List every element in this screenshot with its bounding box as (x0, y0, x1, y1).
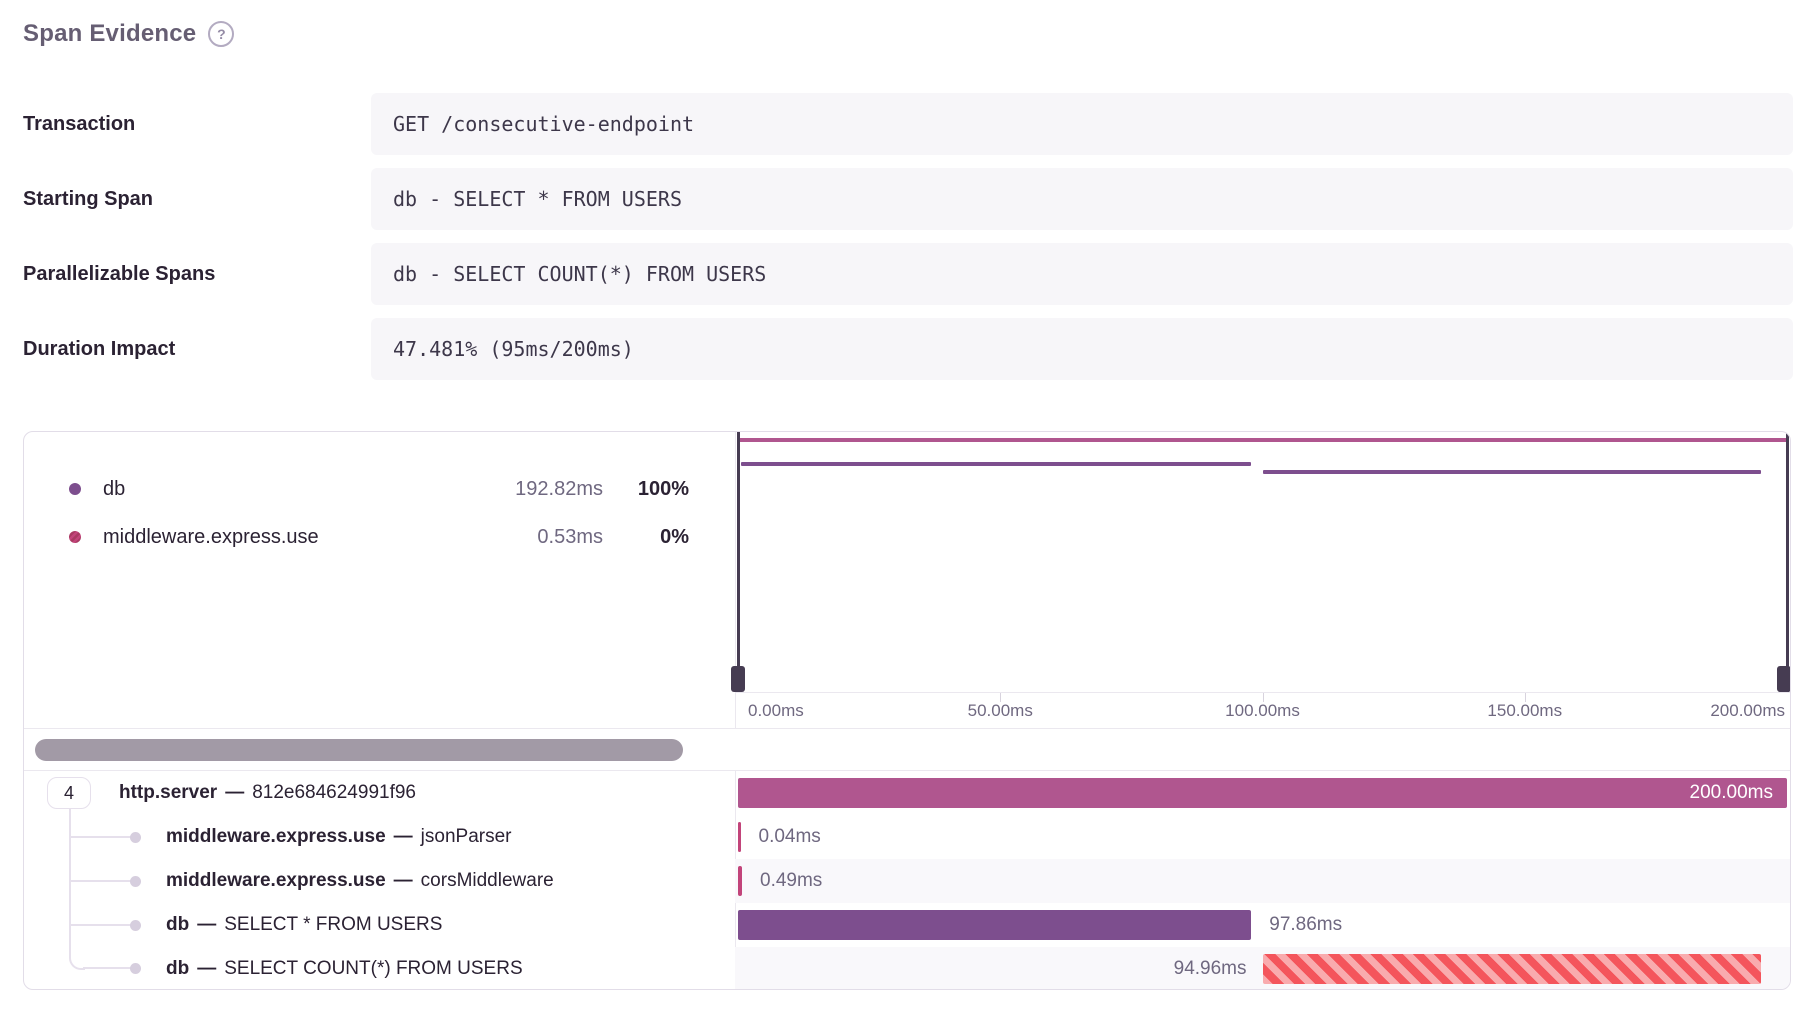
panel-column-divider (735, 432, 736, 989)
legend-op: db (103, 477, 126, 500)
span-bar-cell[interactable]: 0.49ms (735, 859, 1790, 903)
evidence-label: Transaction (23, 112, 136, 135)
legend-row-middleware[interactable]: middleware.express.use 0.53ms 0% (69, 513, 689, 561)
evidence-row-duration-impact: Duration Impact 47.481% (95ms/200ms) (0, 318, 1820, 380)
tree-node-dot-icon (130, 832, 141, 843)
span-count-badge[interactable]: 4 (47, 777, 91, 809)
span-duration-label: 94.96ms (1173, 958, 1247, 979)
evidence-row-transaction: Transaction GET /consecutive-endpoint (0, 93, 1820, 155)
span-duration-label: 200.00ms (1689, 782, 1773, 803)
legend-dot-middleware-icon (69, 531, 81, 543)
span-row-corsmiddleware[interactable]: middleware.express.use — corsMiddleware … (24, 859, 1790, 903)
evidence-value: 47.481% (95ms/200ms) (371, 318, 1793, 380)
span-duration-label: 0.04ms (758, 826, 821, 847)
tree-connector-branch (71, 836, 131, 838)
evidence-row-starting-span: Starting Span db - SELECT * FROM USERS (0, 168, 1820, 230)
span-duration-bar[interactable]: 200.00ms (738, 778, 1787, 808)
tree-connector-vertical (69, 809, 71, 957)
help-icon[interactable]: ? (208, 21, 235, 47)
tree-connector-branch (71, 880, 131, 882)
span-label: db — SELECT COUNT(*) FROM USERS (166, 958, 523, 979)
span-bar-cell[interactable]: 200.00ms (735, 771, 1790, 815)
ops-legend: db 192.82ms 100% middleware.express.use … (69, 465, 689, 561)
legend-row-db[interactable]: db 192.82ms 100% (69, 465, 689, 513)
legend-duration: 0.53ms (537, 525, 603, 548)
axis-tick-label: 200.00ms (1710, 701, 1785, 720)
evidence-label: Parallelizable Spans (23, 262, 216, 285)
evidence-label: Duration Impact (23, 337, 176, 360)
axis-tick-label: 50.00ms (967, 701, 1033, 720)
legend-dot-db-icon (69, 483, 81, 495)
tree-connector-branch (83, 967, 131, 969)
span-row-db-count[interactable]: db — SELECT COUNT(*) FROM USERS 94.96ms (24, 947, 1790, 989)
tree-node-dot-icon (130, 920, 141, 931)
span-row-jsonparser[interactable]: middleware.express.use — jsonParser 0.04… (24, 815, 1790, 859)
tree-node-dot-icon (130, 963, 141, 974)
evidence-label: Starting Span (23, 187, 154, 210)
tree-node-dot-icon (130, 876, 141, 887)
axis-tick-label: 0.00ms (748, 701, 804, 720)
minimap-left-handle-grip[interactable] (731, 666, 745, 692)
page-header: Span Evidence ? (23, 20, 235, 48)
scrollbar-track (24, 728, 1790, 771)
minimap-left-handle-line[interactable] (736, 432, 740, 692)
axis-tick-mark (1524, 693, 1526, 702)
minimap-span-line (738, 438, 1787, 442)
tree-connector-corner (69, 945, 85, 970)
horizontal-scrollbar[interactable] (35, 739, 683, 761)
evidence-value: db - SELECT COUNT(*) FROM USERS (371, 243, 1793, 305)
legend-op: middleware.express.use (103, 525, 319, 548)
tree-connector-branch (71, 924, 131, 926)
span-duration-bar[interactable] (738, 866, 742, 896)
span-label: db — SELECT * FROM USERS (166, 914, 443, 935)
evidence-value: db - SELECT * FROM USERS (371, 168, 1793, 230)
axis-tick-label: 150.00ms (1487, 701, 1563, 720)
span-bar-cell[interactable]: 97.86ms (735, 903, 1790, 947)
span-label: http.server — 812e684624991f96 (119, 782, 416, 803)
timeline-minimap (731, 432, 1790, 692)
minimap-span-line (1263, 470, 1762, 474)
span-tree: 4 http.server — 812e684624991f96 200.00m… (24, 771, 1790, 989)
span-label: middleware.express.use — jsonParser (166, 826, 512, 847)
evidence-value: GET /consecutive-endpoint (371, 93, 1793, 155)
span-duration-bar[interactable] (738, 822, 741, 852)
span-duration-label: 97.86ms (1269, 914, 1343, 935)
span-duration-bar[interactable] (1262, 954, 1761, 984)
minimap-right-handle-line[interactable] (1785, 432, 1789, 692)
axis-tick-mark (1262, 693, 1264, 702)
legend-percent: 100% (637, 477, 689, 500)
time-axis: 0.00ms 50.00ms 100.00ms 150.00ms 200.00ms (735, 692, 1790, 728)
legend-duration: 192.82ms (515, 477, 603, 500)
span-bar-cell[interactable]: 94.96ms (735, 947, 1790, 989)
minimap-right-handle-grip[interactable] (1777, 666, 1790, 692)
span-label: middleware.express.use — corsMiddleware (166, 870, 554, 891)
legend-percent: 0% (660, 525, 689, 548)
axis-tick-label: 100.00ms (1225, 701, 1300, 720)
span-duration-label: 0.49ms (760, 870, 823, 891)
page-title: Span Evidence (23, 20, 197, 47)
axis-tick-mark (1000, 693, 1002, 702)
span-row-http-server[interactable]: 4 http.server — 812e684624991f96 200.00m… (24, 771, 1790, 815)
span-bar-cell[interactable]: 0.04ms (735, 815, 1790, 859)
span-duration-bar[interactable] (738, 910, 1252, 940)
minimap-span-line (740, 462, 1252, 466)
span-row-db-select[interactable]: db — SELECT * FROM USERS 97.86ms (24, 903, 1790, 947)
span-waterfall-panel: db 192.82ms 100% middleware.express.use … (23, 431, 1791, 990)
evidence-row-parallelizable-spans: Parallelizable Spans db - SELECT COUNT(*… (0, 243, 1820, 305)
